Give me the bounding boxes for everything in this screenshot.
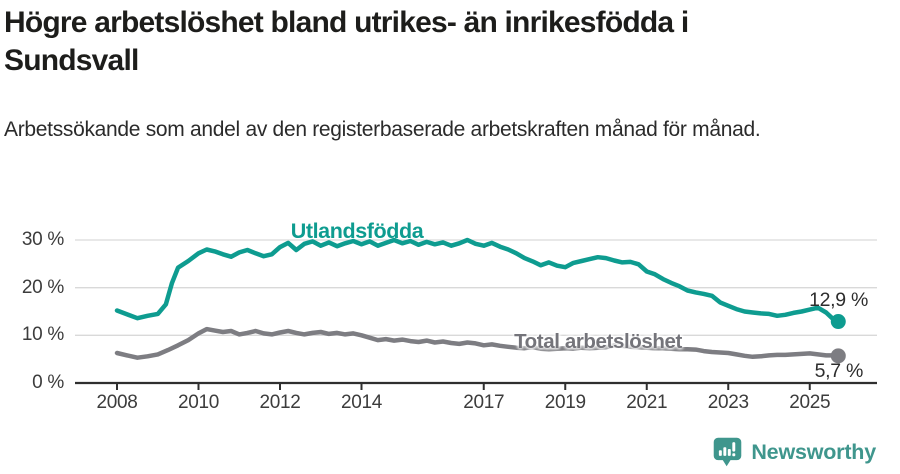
end-value-label-utlandsfodda: 12,9 % <box>809 289 868 311</box>
x-axis-label-2021: 2021 <box>626 392 668 413</box>
x-axis-label-2010: 2010 <box>177 392 220 413</box>
newsworthy-speech-bubble-chart-icon <box>714 437 742 467</box>
x-axis-label-2025: 2025 <box>789 392 831 413</box>
y-axis-label-0: 0 % <box>32 372 64 393</box>
series-line-utlandsfodda <box>114 237 841 324</box>
y-axis-label-30: 30 % <box>21 228 64 250</box>
x-axis-label-2017: 2017 <box>463 392 505 413</box>
series-line-total <box>114 326 841 360</box>
series-label-utlandsfodda: Utlandsfödda <box>290 219 424 243</box>
series-end-dot-total <box>830 348 846 364</box>
x-axis-label-2014: 2014 <box>340 392 383 413</box>
page-title: Högre arbetslöshet bland utrikes- än inr… <box>4 6 689 77</box>
newsworthy-brand: Newsworthy <box>712 436 876 468</box>
y-axis-label-10: 10 % <box>21 324 64 346</box>
end-value-label-total: 5,7 % <box>814 360 864 382</box>
chart-subtitle: Arbetssökande som andel av den registerb… <box>4 118 761 141</box>
x-axis-label-2023: 2023 <box>707 392 749 413</box>
x-axis-label-2019: 2019 <box>544 392 586 413</box>
x-axis-label-2012: 2012 <box>259 392 301 413</box>
series-label-total-arbetsloshet: Total arbetslöshet <box>514 330 682 353</box>
series-end-dot-utlandsfodda <box>830 314 846 330</box>
newsworthy-wordmark: Newsworthy <box>751 439 876 464</box>
y-axis-label-20: 20 % <box>21 276 64 298</box>
x-axis-label-2008: 2008 <box>96 392 138 413</box>
